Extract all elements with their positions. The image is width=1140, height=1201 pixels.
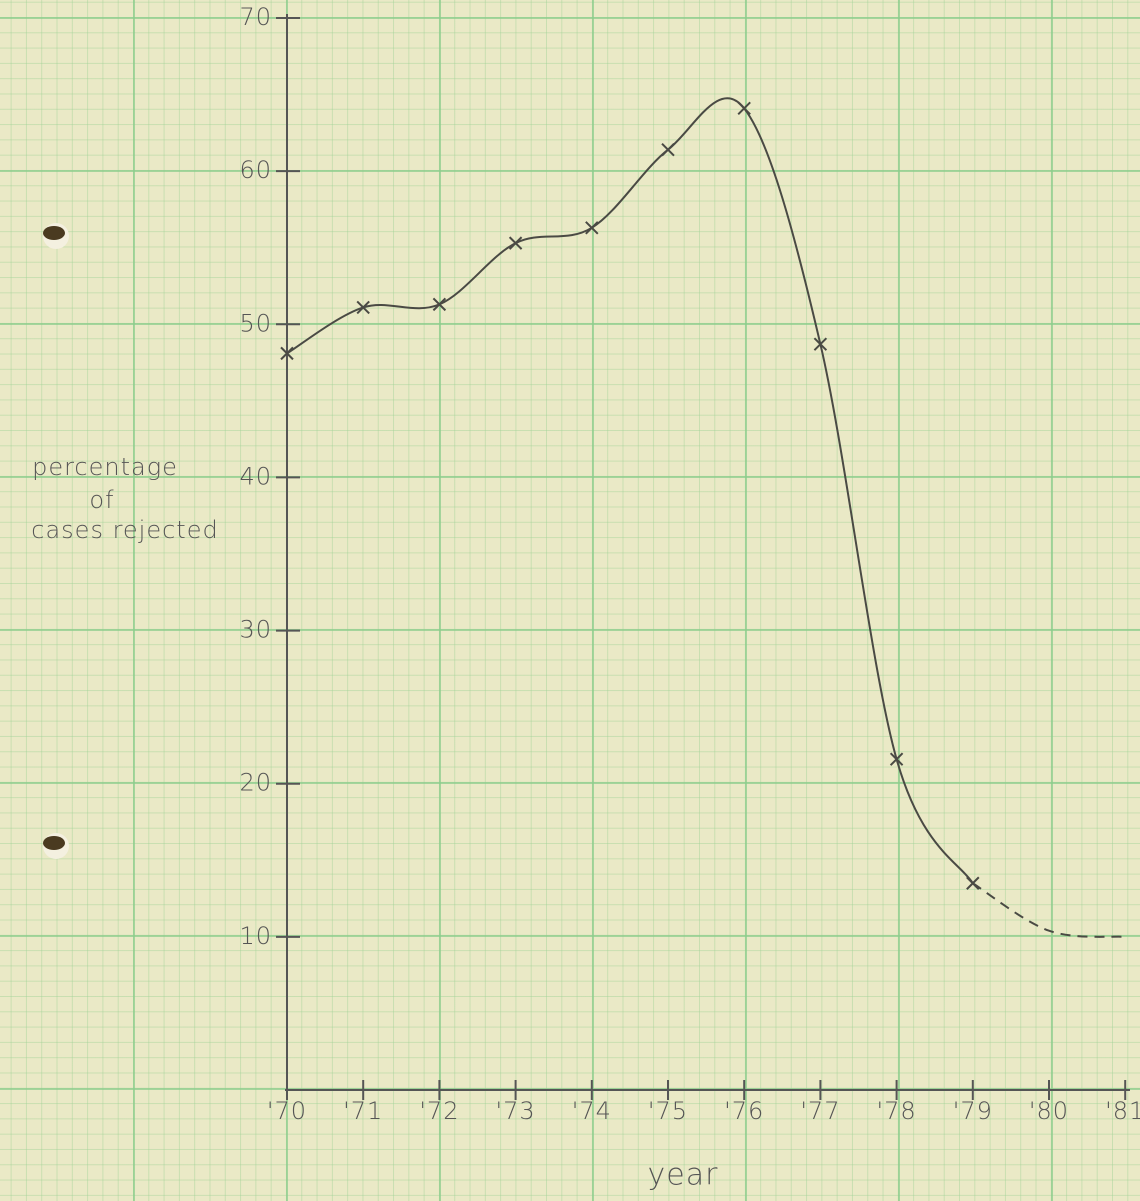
y-tick-label: 70 <box>239 3 272 31</box>
y-tick-label: 60 <box>239 156 272 184</box>
x-tick-label: '73 <box>496 1097 536 1125</box>
x-tick-label: '72 <box>419 1097 459 1125</box>
marker <box>357 301 369 313</box>
x-tick-label: '74 <box>572 1097 612 1125</box>
y-axis-label: cases rejected <box>31 516 218 544</box>
marker <box>433 298 445 310</box>
x-tick-label: '79 <box>953 1097 993 1125</box>
punch-hole-shadow <box>43 836 65 850</box>
y-tick-label: 30 <box>239 616 272 644</box>
x-tick-label: '75 <box>648 1097 688 1125</box>
projection-line <box>973 883 1125 937</box>
y-tick-label: 50 <box>239 309 272 337</box>
x-tick-label: '77 <box>800 1097 840 1125</box>
y-axis-label: of <box>89 486 114 514</box>
y-tick-label: 40 <box>239 462 272 490</box>
x-tick-label: '76 <box>724 1097 764 1125</box>
x-axis-label: year <box>648 1158 719 1193</box>
graph-paper: percentage of cases rejected year 10 20 30… <box>0 0 1140 1201</box>
marker <box>510 237 522 249</box>
y-axis-label: percentage <box>32 453 178 481</box>
marker <box>662 144 674 156</box>
y-tick-label: 20 <box>239 769 272 797</box>
x-tick-label: '71 <box>343 1097 383 1125</box>
x-tick-label: '81 <box>1105 1097 1140 1125</box>
data-line <box>287 98 973 883</box>
x-tick-label: '80 <box>1029 1097 1069 1125</box>
x-tick-label: '70 <box>267 1097 307 1125</box>
x-tick-label: '78 <box>877 1097 917 1125</box>
marker <box>586 222 598 234</box>
marker <box>891 753 903 765</box>
marker <box>738 102 750 114</box>
punch-hole-shadow <box>43 226 65 240</box>
y-tick-label: 10 <box>239 922 272 950</box>
chart: percentage of cases rejected year 10 20 30… <box>0 0 1140 1201</box>
